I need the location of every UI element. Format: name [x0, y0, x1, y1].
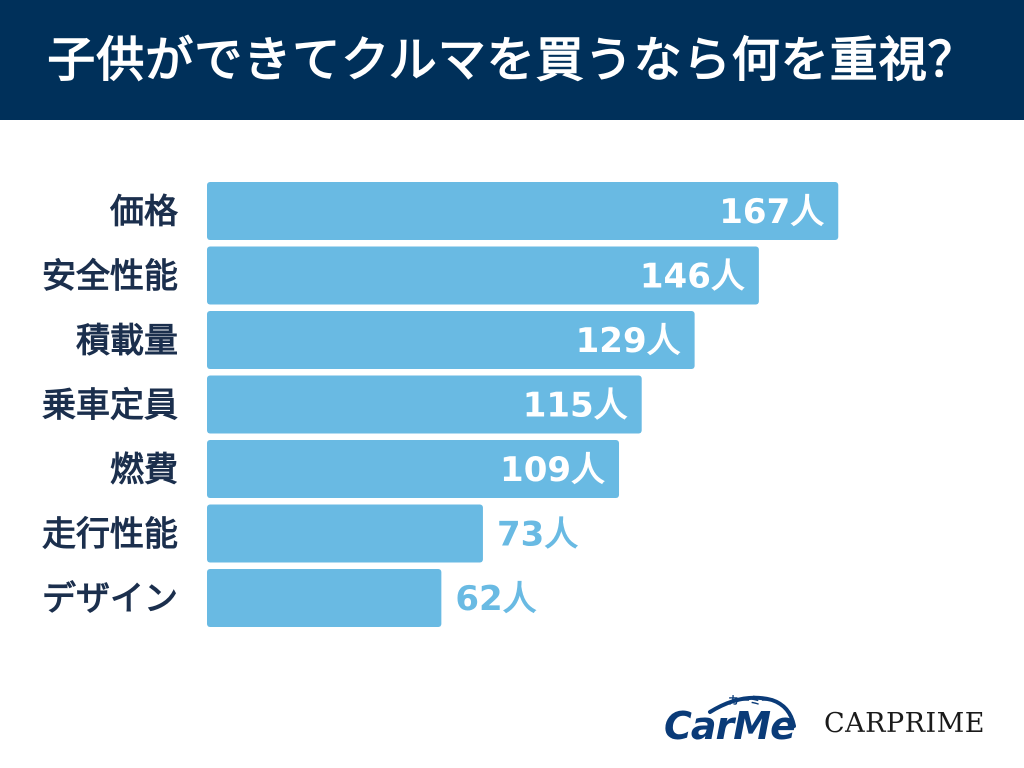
- category-label: 燃費: [110, 450, 178, 490]
- bar: [207, 569, 442, 627]
- bar: [207, 504, 483, 563]
- carme-sub-label: カーミー: [728, 694, 772, 707]
- value-label: 73人: [497, 515, 578, 555]
- carme-wordmark: CarMe: [664, 704, 796, 748]
- value-label: 115人: [523, 386, 628, 426]
- bar: [207, 375, 642, 434]
- carprime-logo: CARPRIME: [824, 708, 986, 739]
- car-arc-icon: [708, 695, 796, 728]
- category-label: 価格: [109, 192, 179, 232]
- chart-title: 子供ができてクルマを買うなら何を重視？: [47, 32, 977, 88]
- value-label: 129人: [576, 321, 681, 361]
- value-label: 146人: [640, 257, 745, 297]
- category-label: 積載量: [76, 321, 178, 361]
- bar: [207, 311, 695, 369]
- value-label: 167人: [719, 192, 824, 232]
- bar: [207, 182, 839, 240]
- category-label: デザイン: [42, 579, 178, 619]
- value-label: 62人: [455, 579, 536, 619]
- carme-logo: カーミー CarMe: [664, 690, 804, 752]
- category-label: 安全性能: [42, 257, 178, 297]
- bar: [207, 246, 759, 305]
- bar: [207, 440, 620, 498]
- category-label: 乗車定員: [42, 386, 178, 426]
- title-banner: 子供ができてクルマを買うなら何を重視？: [0, 0, 1024, 120]
- value-label: 109人: [500, 450, 605, 490]
- category-label: 走行性能: [42, 515, 178, 555]
